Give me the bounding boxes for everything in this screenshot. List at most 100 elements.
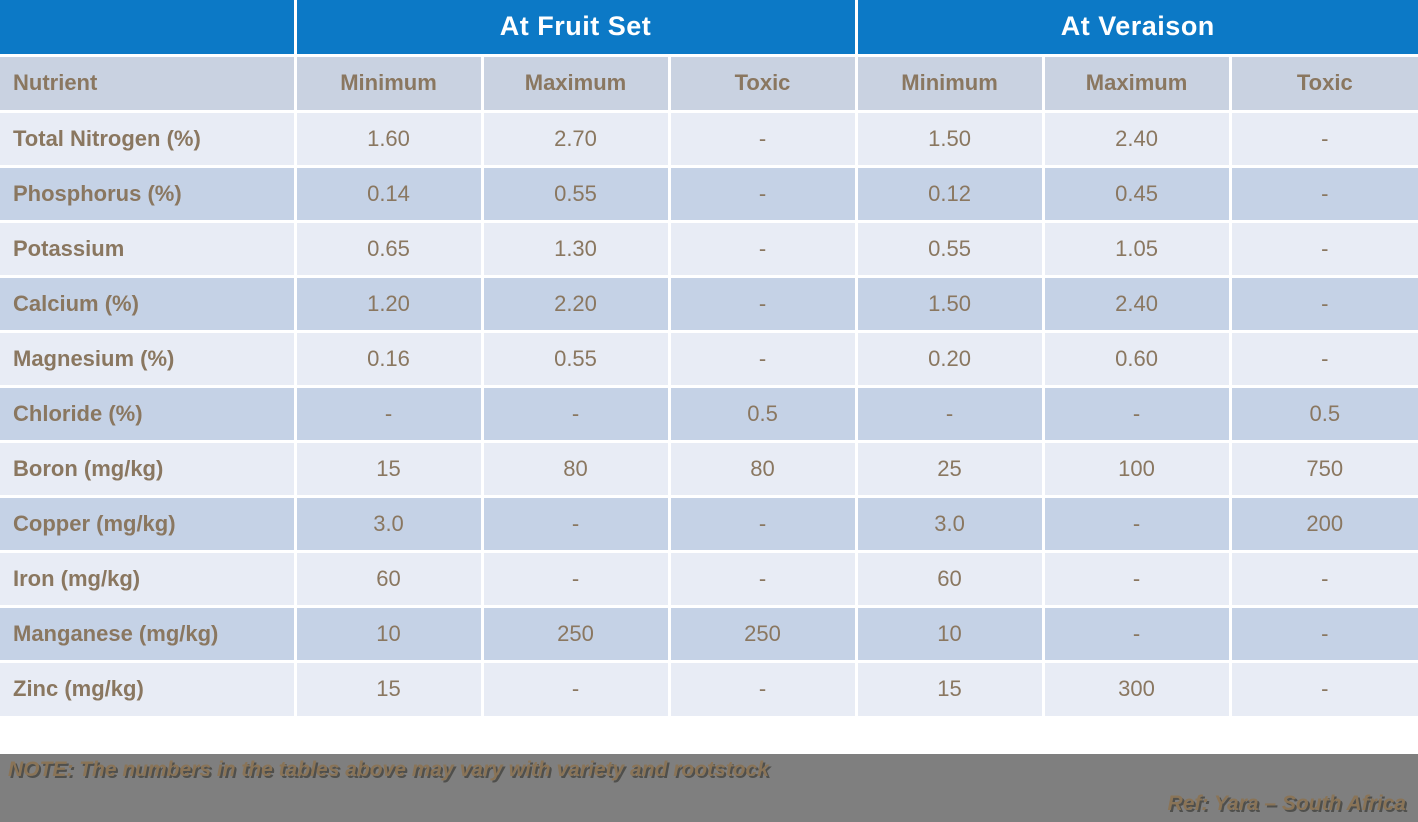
reference-text: Ref: Yara – South Africa [1167,791,1406,815]
nutrient-name: Chloride (%) [0,384,297,443]
column-header-toxic-fruitset: Toxic [667,53,858,113]
column-header-nutrient: Nutrient [0,53,297,113]
value-cell: 200 [1228,494,1418,553]
table-row: Boron (mg/kg) 15 80 80 25 100 750 [0,439,1418,498]
value-cell: - [480,549,671,608]
value-cell: 0.55 [480,164,671,223]
group-header-fruit-set: At Fruit Set [293,0,858,57]
value-cell: - [854,384,1045,443]
value-cell: 2.20 [480,274,671,333]
value-cell: - [1228,549,1418,608]
table-row: Calcium (%) 1.20 2.20-1.50 2.40- [0,274,1418,333]
value-cell: 0.5 [1228,384,1418,443]
nutrient-name: Boron (mg/kg) [0,439,297,498]
value-cell: 0.5 [667,384,858,443]
table-body: Total Nitrogen (%) 1.60 2.70-1.50 2.40- Phos… [0,109,1418,718]
value-cell: - [1228,659,1418,718]
value-cell: 1.50 [854,109,1045,168]
value-cell: 250 [667,604,858,663]
value-cell: 0.12 [854,164,1045,223]
value-cell: - [1041,604,1232,663]
nutrient-name: Potassium [0,219,297,278]
value-cell: - [667,494,858,553]
value-cell: 0.16 [293,329,484,388]
value-cell: - [293,384,484,443]
nutrient-name: Total Nitrogen (%) [0,109,297,168]
value-cell: - [480,659,671,718]
value-cell: 250 [480,604,671,663]
column-header-minimum-fruitset: Minimum [293,53,484,113]
value-cell: 1.30 [480,219,671,278]
table-row: Iron (mg/kg) 60- -60- - [0,549,1418,608]
value-cell: 1.50 [854,274,1045,333]
value-cell: - [1228,164,1418,223]
value-cell: - [1228,109,1418,168]
value-cell: - [1228,604,1418,663]
value-cell: 10 [293,604,484,663]
nutrient-table: At Fruit Set At Veraison Nutrient Minimu… [0,0,1418,718]
value-cell: 15 [854,659,1045,718]
value-cell: - [667,164,858,223]
nutrient-name: Iron (mg/kg) [0,549,297,608]
value-cell: 3.0 [293,494,484,553]
column-header-row: Nutrient Minimum Maximum Toxic Minimum M… [0,53,1418,113]
column-header-toxic-veraison: Toxic [1228,53,1418,113]
value-cell: 0.60 [1041,329,1232,388]
value-cell: 60 [854,549,1045,608]
group-header-veraison: At Veraison [854,0,1418,57]
value-cell: 2.70 [480,109,671,168]
corner-cell [0,0,297,57]
value-cell: - [667,659,858,718]
group-header-row: At Fruit Set At Veraison [0,0,1418,57]
table-row: Phosphorus (%) 0.14 0.55-0.12 0.45- [0,164,1418,223]
value-cell: 80 [667,439,858,498]
value-cell: - [667,109,858,168]
table-row: Chloride (%) - -0.5- -0.5 [0,384,1418,443]
table-row: Zinc (mg/kg) 15- -15 300- [0,659,1418,718]
value-cell: 750 [1228,439,1418,498]
value-cell: - [667,274,858,333]
nutrient-name: Phosphorus (%) [0,164,297,223]
column-header-maximum-fruitset: Maximum [480,53,671,113]
value-cell: - [480,384,671,443]
value-cell: - [1041,494,1232,553]
value-cell: 3.0 [854,494,1045,553]
value-cell: 0.55 [854,219,1045,278]
table-row: Copper (mg/kg) 3.0- -3.0-200 [0,494,1418,553]
value-cell: - [480,494,671,553]
value-cell: 0.45 [1041,164,1232,223]
value-cell: - [1041,549,1232,608]
value-cell: 60 [293,549,484,608]
table-row: Magnesium (%) 0.16 0.55-0.20 0.60- [0,329,1418,388]
nutrient-name: Manganese (mg/kg) [0,604,297,663]
value-cell: 1.60 [293,109,484,168]
value-cell: 100 [1041,439,1232,498]
column-header-minimum-veraison: Minimum [854,53,1045,113]
value-cell: - [1228,274,1418,333]
value-cell: - [1041,384,1232,443]
value-cell: 0.65 [293,219,484,278]
nutrient-name: Zinc (mg/kg) [0,659,297,718]
table-row: Total Nitrogen (%) 1.60 2.70-1.50 2.40- [0,109,1418,168]
value-cell: - [1228,329,1418,388]
value-cell: 2.40 [1041,109,1232,168]
value-cell: 15 [293,659,484,718]
value-cell: 80 [480,439,671,498]
value-cell: - [667,329,858,388]
nutrient-name: Copper (mg/kg) [0,494,297,553]
value-cell: - [1228,219,1418,278]
value-cell: 1.05 [1041,219,1232,278]
value-cell: - [667,219,858,278]
table-row: Manganese (mg/kg) 10 250 250 10- - [0,604,1418,663]
value-cell: 10 [854,604,1045,663]
nutrient-name: Calcium (%) [0,274,297,333]
footer-bar: NOTE: The numbers in the tables above ma… [0,754,1418,822]
value-cell: 25 [854,439,1045,498]
value-cell: 0.20 [854,329,1045,388]
value-cell: 15 [293,439,484,498]
nutrient-name: Magnesium (%) [0,329,297,388]
value-cell: 0.14 [293,164,484,223]
value-cell: 2.40 [1041,274,1232,333]
table-row: Potassium 0.65 1.30-0.55 1.05- [0,219,1418,278]
